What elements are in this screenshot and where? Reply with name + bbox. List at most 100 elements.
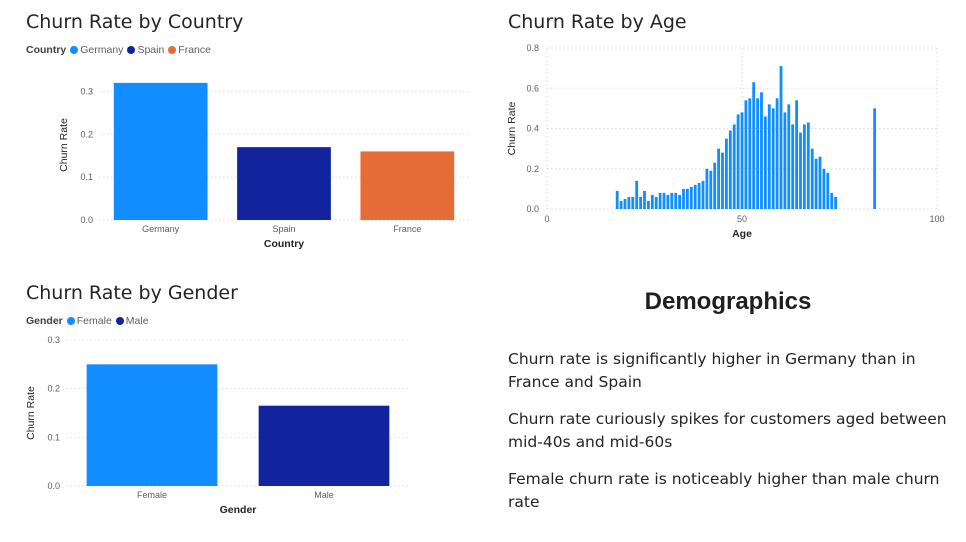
age-bar: [670, 192, 674, 209]
demographics-point-2: Churn rate curiously spikes for customer…: [508, 410, 947, 451]
age-ytick-label: 0.2: [526, 164, 539, 174]
country-legend-title: Country: [26, 44, 67, 56]
country-chart-plot: 0.0 0.1 0.2 0.3 Germany Spain France Country Chu…: [58, 82, 469, 250]
age-bar: [814, 158, 818, 209]
gender-legend-title: Gender: [26, 315, 63, 327]
country-bar-spain: [237, 147, 331, 220]
age-bar: [822, 168, 826, 209]
gender-xtick-label: Male: [314, 490, 334, 500]
age-bar: [783, 112, 787, 209]
age-bar: [623, 198, 627, 209]
gender-ytick-label: 0.3: [47, 335, 60, 345]
age-bar: [744, 100, 748, 209]
spain-dot-icon: [127, 46, 136, 54]
age-bar: [775, 98, 779, 209]
age-bar: [709, 170, 713, 209]
age-bar: [701, 180, 705, 209]
demographics-point-1: Churn rate is significantly higher in Ge…: [508, 350, 916, 391]
age-bar: [763, 116, 767, 209]
country-xtick-label: Germany: [142, 224, 180, 234]
gender-xtick-label: Female: [137, 490, 167, 500]
country-xtick-label: Spain: [272, 224, 295, 234]
legend-item-germany[interactable]: Germany: [70, 44, 123, 56]
age-bar: [631, 196, 635, 209]
legend-label-france: France: [178, 44, 211, 56]
country-y-axis-title: Churn Rate: [58, 118, 70, 172]
country-x-axis-title: Country: [264, 238, 304, 250]
country-bar-germany: [113, 82, 208, 220]
gender-ytick-label: 0.1: [47, 432, 60, 442]
age-bar: [627, 196, 631, 209]
age-y-axis-title: Churn Rate: [506, 101, 518, 155]
country-chart-title: Churn Rate by Country: [26, 11, 244, 33]
demographics-title: Demographics: [644, 288, 812, 315]
age-bar: [771, 108, 775, 209]
age-chart-plot: 0.0 0.2 0.4 0.6 0.8 0 50 100 Age Churn Rate: [506, 43, 945, 240]
age-bar: [678, 194, 682, 209]
legend-item-male[interactable]: Male: [115, 315, 149, 327]
age-bar: [818, 156, 822, 209]
age-bar: [756, 98, 760, 209]
age-ytick-label: 0.0: [526, 204, 539, 214]
age-bar: [721, 152, 724, 209]
age-bar: [662, 192, 666, 209]
gender-ytick-label: 0.0: [47, 481, 60, 491]
age-bar: [810, 148, 814, 209]
country-legend[interactable]: Country Germany Spain France: [26, 44, 215, 56]
age-bar: [732, 124, 736, 209]
demographics-point-3: Female churn rate is noticeably higher t…: [508, 470, 940, 511]
age-bar: [752, 82, 756, 209]
age-bar: [654, 196, 658, 209]
legend-item-female[interactable]: Female: [66, 315, 112, 327]
legend-label-spain: Spain: [137, 44, 165, 56]
age-xtick-label: 50: [737, 214, 747, 224]
age-bar: [646, 200, 650, 209]
age-bar: [779, 66, 783, 209]
age-bar: [791, 124, 795, 209]
gender-ytick-label: 0.2: [47, 384, 60, 394]
country-ytick-label: 0.1: [80, 172, 93, 182]
age-bar: [806, 122, 810, 209]
age-bar: [717, 148, 721, 209]
france-dot-icon: [168, 46, 177, 54]
age-ytick-label: 0.4: [526, 124, 539, 134]
age-bar: [802, 124, 806, 209]
male-dot-icon: [115, 317, 124, 325]
age-xtick-label: 0: [544, 214, 549, 224]
age-bar: [639, 196, 643, 209]
age-xtick-label: 100: [929, 214, 944, 224]
female-dot-icon: [66, 317, 75, 325]
age-bar: [873, 108, 877, 209]
country-bar-france: [360, 151, 455, 220]
legend-label-male: Male: [125, 315, 149, 327]
age-chart-title: Churn Rate by Age: [508, 11, 687, 33]
age-bar: [685, 188, 689, 209]
country-ytick-label: 0.3: [80, 86, 93, 96]
age-bar: [826, 172, 830, 209]
age-bar: [740, 112, 744, 209]
age-bar: [674, 192, 678, 209]
age-bar: [834, 196, 838, 209]
gender-legend[interactable]: Gender Female Male: [26, 315, 153, 327]
gender-bar-female: [86, 364, 218, 486]
age-bar: [760, 92, 763, 209]
gender-chart-plot: 0.0 0.1 0.2 0.3 Female Male Gender Churn Rate: [25, 335, 410, 516]
age-x-axis-title: Age: [732, 228, 752, 240]
age-bar: [705, 168, 709, 209]
age-bar: [795, 100, 799, 209]
age-ytick-label: 0.6: [526, 83, 539, 93]
age-bar: [767, 104, 771, 209]
gender-bar-male: [258, 405, 390, 486]
age-bar: [682, 188, 685, 209]
age-bar: [799, 132, 802, 209]
legend-label-germany: Germany: [80, 44, 124, 56]
gender-y-axis-title: Churn Rate: [25, 386, 37, 440]
age-bar: [697, 182, 701, 209]
age-bar: [658, 192, 662, 209]
legend-item-spain[interactable]: Spain: [127, 44, 164, 56]
age-bar: [643, 190, 646, 209]
gender-x-axis-title: Gender: [220, 504, 257, 516]
age-bar: [650, 194, 654, 209]
age-bar: [724, 138, 728, 209]
legend-item-france[interactable]: France: [168, 44, 211, 56]
